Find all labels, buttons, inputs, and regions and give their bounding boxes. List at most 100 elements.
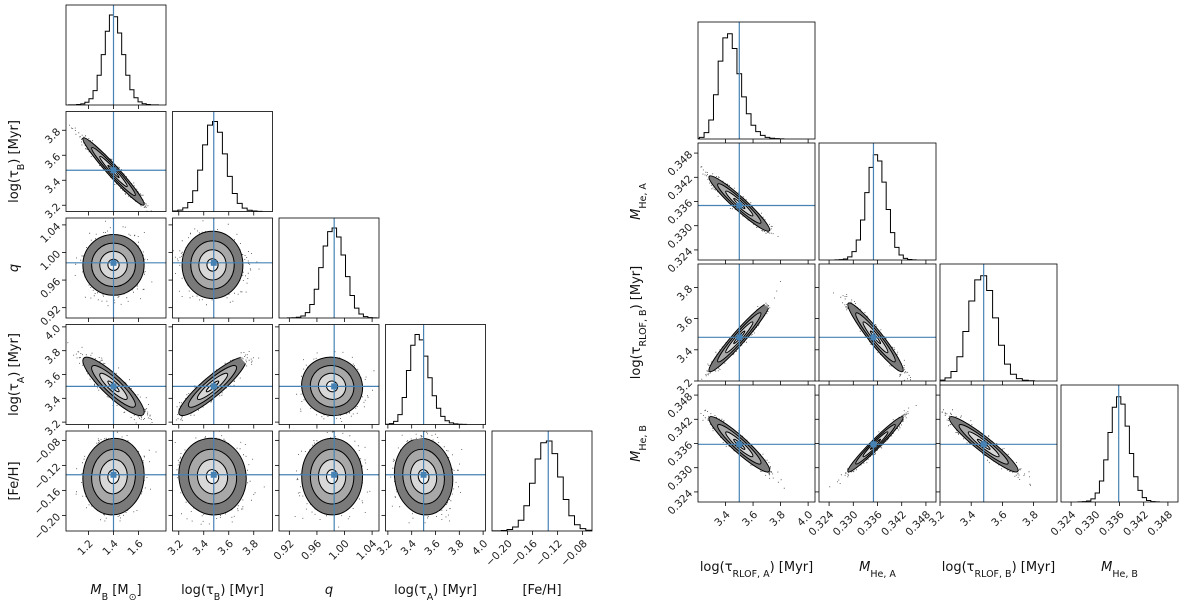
x-tick-label-log-tau-b: 3.4 — [191, 538, 212, 559]
panel-log-tau-a-vs-log-tau-a — [385, 324, 486, 429]
x-tick-label-log-tau-rlof-b: 3.2 — [927, 509, 947, 529]
y-tick-label-log-tau-a: 3.8 — [43, 346, 63, 366]
panel-frame — [172, 430, 273, 532]
truth-marker — [110, 259, 117, 266]
x-axis-label-log-tau-b: log(τB) [Myr] — [181, 583, 264, 600]
y-tick-label-m-he-a: 0.330 — [665, 221, 695, 251]
x-tick-label-q: 1.00 — [327, 538, 352, 563]
panel-log-tau-rlof-b-vs-m-he-a — [815, 263, 937, 385]
truth-marker — [870, 441, 877, 448]
panel-frame — [939, 384, 1058, 503]
panel-frame — [1060, 384, 1179, 503]
x-tick-label-m-he-a: 0.336 — [855, 509, 885, 539]
y-tick-label-log-tau-a: 3.2 — [43, 418, 63, 438]
y-tick-label-feh: −0.08 — [32, 436, 63, 467]
y-tick-label-log-tau-rlof-b: 3.4 — [675, 345, 696, 366]
truth-marker — [331, 383, 338, 390]
x-axis-label-m-b: MB [M⊙] — [90, 583, 141, 600]
x-tick-label-feh: −0.16 — [509, 538, 540, 569]
panel-log-tau-b-vs-log-tau-b — [172, 111, 273, 216]
y-axis-label-log-tau-a: log(τA) [Myr] — [7, 333, 27, 416]
y-axis-label-q: q — [7, 264, 22, 272]
x-tick-label-m-he-a: 0.342 — [879, 509, 909, 539]
x-axis-label-feh: [Fe/H] — [522, 583, 561, 598]
y-tick-label-log-tau-rlof-b: 3.8 — [675, 283, 695, 303]
y-tick-label-feh: −0.20 — [32, 511, 63, 542]
panel-log-tau-rlof-a-vs-log-tau-rlof-a — [697, 21, 816, 143]
x-tick-label-m-b: 1.6 — [125, 538, 146, 559]
panel-log-tau-a-vs-q — [275, 324, 380, 429]
x-tick-label-log-tau-a: 3.4 — [399, 538, 420, 559]
y-tick-label-m-he-a: 0.348 — [665, 149, 695, 179]
x-tick-label-m-he-b: 0.342 — [1121, 509, 1151, 539]
y-tick-label-q: 1.04 — [38, 220, 63, 245]
panel-feh-vs-feh: −0.20−0.16−0.12−0.08 — [484, 430, 593, 569]
x-tick-label-log-tau-rlof-a: 3.6 — [740, 509, 761, 530]
y-axis-label-log-tau-rlof-b: log(τRLOF, B) [Myr] — [629, 266, 649, 379]
panel-frame — [697, 21, 816, 140]
panel-frame — [172, 111, 273, 212]
x-tick-label-m-b: 1.2 — [75, 538, 95, 558]
panel-feh-vs-log-tau-b: 3.2 3.4 3.6 3.8 — [166, 430, 273, 559]
x-tick-label-feh: −0.12 — [534, 538, 565, 569]
x-tick-label-log-tau-rlof-b: 3.4 — [958, 509, 979, 530]
y-tick-label-log-tau-b: 3.4 — [43, 176, 64, 197]
y-tick-label-m-he-a: 0.342 — [665, 173, 695, 203]
panel-frame — [172, 217, 273, 319]
y-tick-label-m-he-a: 0.336 — [665, 197, 695, 227]
panel-frame — [697, 142, 816, 261]
panel-feh-vs-m-b: 1.2 1.4 1.6 −0.20−0.16−0.12−0.08 — [32, 430, 167, 559]
x-tick-label-q: 0.96 — [299, 538, 324, 563]
panel-q-vs-q — [278, 217, 380, 322]
y-axis-label-log-tau-b: log(τB) [Myr] — [7, 120, 27, 203]
y-tick-label-q: 0.92 — [38, 303, 63, 328]
x-axis-label-log-tau-rlof-a: log(τRLOF, A) [Myr] — [700, 560, 813, 580]
panel-log-tau-a-vs-m-b: 3.23.43.63.84.0 — [43, 323, 167, 438]
histogram-q — [286, 227, 378, 318]
truth-marker — [210, 383, 217, 390]
x-axis-label-m-he-b: MHe, B — [1101, 560, 1138, 580]
panel-frame — [65, 217, 167, 319]
panel-frame — [697, 384, 816, 503]
truth-marker — [210, 471, 217, 478]
y-tick-label-m-he-b: 0.336 — [665, 439, 695, 469]
truth-marker — [420, 471, 427, 478]
panel-m-he-b-vs-log-tau-rlof-b: 3.2 3.4 3.6 3.8 — [927, 384, 1058, 530]
panel-frame — [697, 263, 816, 382]
y-tick-label-m-he-b: 0.330 — [665, 463, 695, 493]
y-tick-label-feh: −0.12 — [32, 461, 63, 492]
panel-m-b-vs-m-b — [65, 4, 167, 109]
histogram-feh — [492, 440, 592, 531]
x-tick-label-m-he-b: 0.336 — [1097, 509, 1127, 539]
truth-marker — [870, 334, 877, 341]
x-tick-label-feh: −0.08 — [559, 538, 590, 569]
panel-q-vs-m-b: 0.920.96 1.00 1.04 — [38, 217, 167, 328]
y-tick-label-q: 1.00 — [38, 248, 63, 273]
x-tick-label-log-tau-rlof-b: 3.6 — [989, 509, 1010, 530]
y-axis-label-feh: [Fe/H] — [7, 461, 22, 500]
x-tick-label-log-tau-a: 3.8 — [446, 538, 466, 558]
panel-frame — [491, 430, 593, 532]
panel-m-he-a-vs-m-he-a — [818, 142, 937, 264]
y-tick-label-log-tau-b: 3.6 — [43, 151, 64, 172]
y-tick-label-log-tau-b: 3.8 — [43, 126, 63, 146]
corner-plot-helium-core-parameters: 0.3240.3300.3360.3420.3483.23.43.63.83.4… — [629, 21, 1179, 580]
corner-plot-stellar-parameters: 3.23.43.63.80.920.961.001.043.23.43.63.8… — [7, 4, 593, 600]
panel-log-tau-rlof-b-vs-log-tau-rlof-a: 3.23.43.63.8 — [675, 263, 816, 397]
panel-feh-vs-log-tau-a: 3.2 3.4 3.6 3.8 4.0 — [375, 430, 490, 559]
panel-frame — [65, 111, 167, 212]
x-axis-label-log-tau-rlof-b: log(τRLOF, B) [Myr] — [942, 560, 1055, 580]
y-axis-label-m-he-b: MHe, B — [629, 425, 649, 462]
x-tick-label-q: 0.92 — [272, 538, 297, 563]
panel-frame — [65, 430, 167, 532]
x-tick-label-log-tau-rlof-a: 3.8 — [768, 509, 788, 529]
histogram-log-tau-b — [172, 121, 263, 212]
y-tick-label-log-tau-b: 3.2 — [43, 201, 63, 221]
truth-marker — [980, 441, 987, 448]
truth-marker — [736, 202, 743, 209]
panel-frame — [278, 217, 380, 319]
